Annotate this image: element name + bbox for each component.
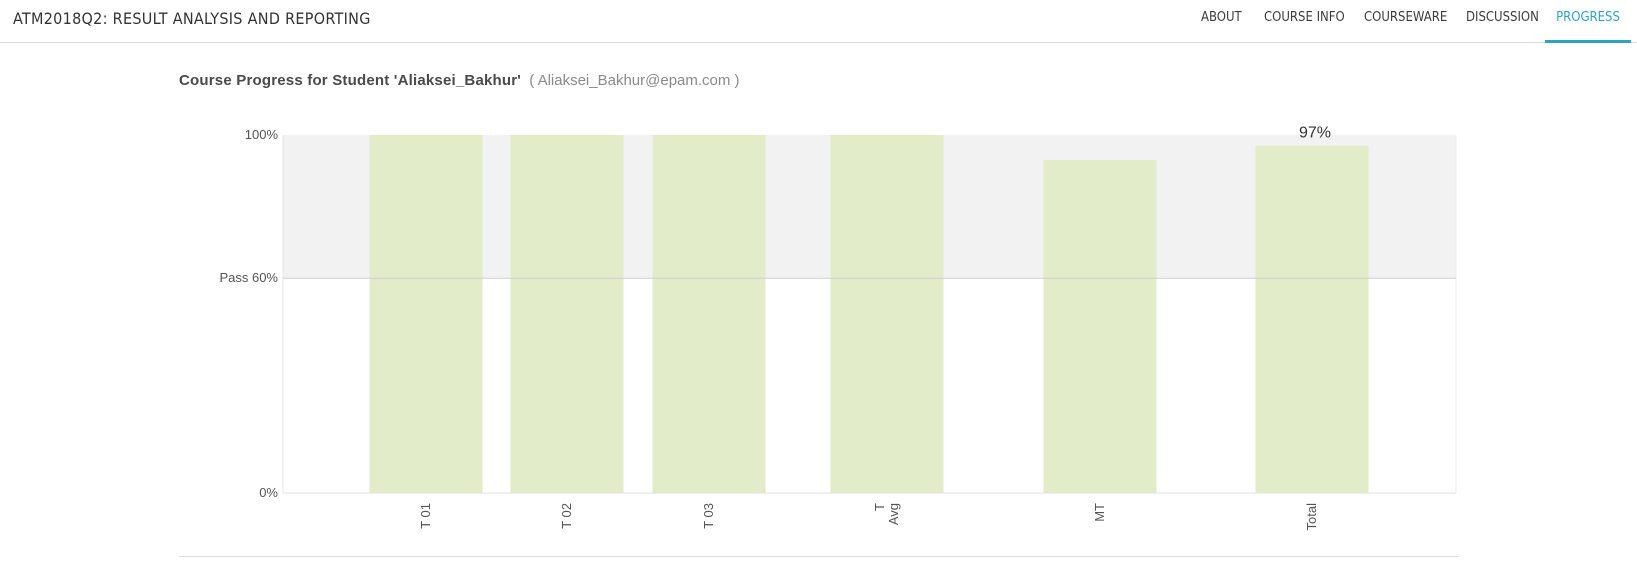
course-header: ATM2018Q2: RESULT ANALYSIS AND REPORTING… [0,0,1637,43]
tab-course-info[interactable]: COURSE INFO [1264,10,1345,25]
x-tick-label: Total [1304,503,1319,531]
student-email: ( Aliaksei_Bakhur@epam.com ) [529,72,740,89]
axis-layer [282,135,1457,494]
bar-t-01[interactable] [369,135,483,493]
y-tick-label: Pass 60% [219,270,278,285]
course-title: ATM2018Q2: RESULT ANALYSIS AND REPORTING [13,9,371,28]
x-tick-label: Avg [886,503,901,525]
course-nav: ABOUT COURSE INFO COURSEWARE DISCUSSION … [0,0,1637,43]
data-label-total: 97% [1299,125,1331,142]
x-tick-label: MT [1092,503,1107,522]
tab-courseware[interactable]: COURSEWARE [1364,10,1448,25]
bar-total[interactable] [1255,145,1369,494]
x-tick-label: T 03 [701,503,716,529]
bar-mt[interactable] [1043,160,1157,493]
y-tick-label: 0% [259,485,278,500]
x-tick-label: T [872,503,887,511]
x-tick-label: T 01 [418,503,433,529]
tab-about[interactable]: ABOUT [1201,10,1242,25]
bar-t-03[interactable] [652,135,766,493]
bar-t-02[interactable] [510,135,624,493]
x-tick-label: T 02 [559,503,574,529]
student-name-heading: Course Progress for Student 'Aliaksei_Ba… [179,72,522,89]
bars-layer [369,135,1369,494]
y-tick-label: 100% [245,127,279,142]
labels-layer: 100% Pass 60% 0% T 01 T 02 T 03 T Avg MT Total 97% [219,125,1331,531]
tab-progress[interactable]: PROGRESS [1545,0,1631,43]
bar-t-avg[interactable] [830,135,944,493]
bottom-divider [179,556,1459,557]
progress-heading: Course Progress for Student 'Aliaksei_Ba… [179,72,740,89]
tab-discussion[interactable]: DISCUSSION [1466,10,1539,25]
